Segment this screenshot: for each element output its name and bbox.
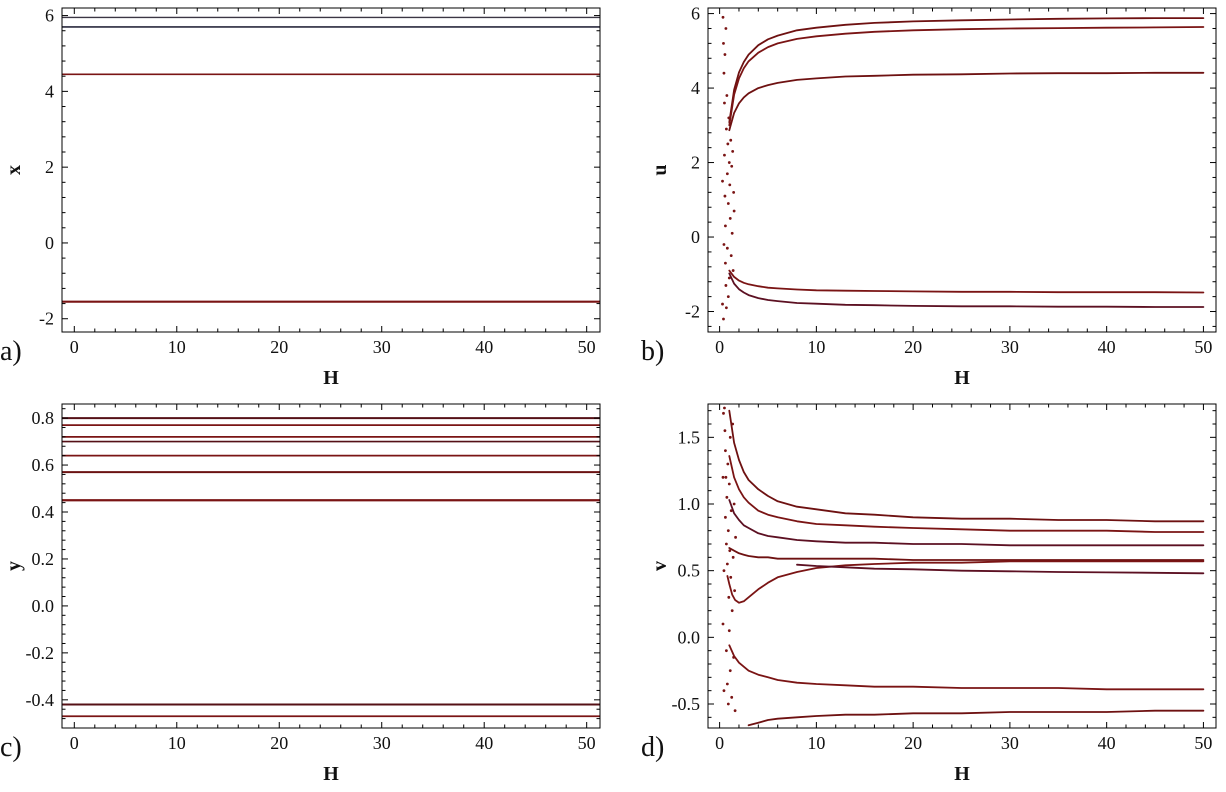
plot-d: 0 10 20 30 40 50 -0.5 0.0 0.5 1.0 1.5 Hv	[649, 403, 1217, 785]
svg-text:10: 10	[168, 337, 186, 357]
svg-text:1.5: 1.5	[678, 427, 701, 447]
panel-letter-c: c)	[0, 732, 22, 763]
svg-text:40: 40	[475, 337, 493, 357]
svg-text:6: 6	[691, 4, 700, 24]
svg-text:0.8: 0.8	[32, 408, 55, 428]
svg-text:0: 0	[715, 337, 724, 357]
svg-text:-0.4: -0.4	[26, 690, 55, 710]
svg-text:30: 30	[373, 337, 391, 357]
svg-text:40: 40	[1098, 337, 1116, 357]
svg-text:-0.5: -0.5	[672, 694, 701, 714]
svg-text:H: H	[323, 367, 339, 389]
svg-text:0.2: 0.2	[32, 549, 55, 569]
svg-text:H: H	[954, 763, 970, 785]
svg-text:y: y	[3, 561, 25, 571]
svg-text:0: 0	[691, 227, 700, 247]
svg-text:20: 20	[904, 733, 922, 753]
svg-text:v: v	[649, 561, 671, 571]
svg-text:10: 10	[168, 733, 186, 753]
svg-text:2: 2	[45, 157, 54, 177]
svg-text:0: 0	[45, 233, 54, 253]
svg-text:4: 4	[691, 78, 700, 98]
svg-text:u: u	[649, 164, 671, 175]
svg-text:4: 4	[45, 81, 54, 101]
svg-text:x: x	[3, 165, 25, 175]
panel-letter-b: b)	[641, 336, 665, 367]
svg-text:-2: -2	[685, 302, 700, 322]
svg-text:10: 10	[807, 733, 825, 753]
svg-text:20: 20	[270, 733, 288, 753]
plot-a: 0 10 20 30 40 50 -2 0 2 4 6 Hx	[3, 6, 601, 389]
svg-text:H: H	[323, 763, 339, 785]
svg-text:0.6: 0.6	[32, 455, 55, 475]
svg-text:0: 0	[70, 733, 79, 753]
svg-text:40: 40	[1098, 733, 1116, 753]
panel-letter-a: a)	[0, 336, 22, 367]
svg-text:0.4: 0.4	[32, 502, 55, 522]
svg-text:50: 50	[578, 337, 596, 357]
svg-text:6: 6	[45, 6, 54, 26]
svg-text:50: 50	[578, 733, 596, 753]
svg-text:-2: -2	[39, 309, 54, 329]
svg-text:50: 50	[1194, 337, 1212, 357]
svg-text:30: 30	[373, 733, 391, 753]
svg-text:0: 0	[70, 337, 79, 357]
svg-text:H: H	[954, 367, 970, 389]
svg-text:0: 0	[715, 733, 724, 753]
svg-text:20: 20	[270, 337, 288, 357]
svg-text:30: 30	[1001, 337, 1019, 357]
svg-text:1.0: 1.0	[678, 494, 701, 514]
plot-b: 0 10 20 30 40 50 -2 0 2 4 6 Hu	[649, 4, 1217, 389]
svg-text:2: 2	[691, 153, 700, 173]
svg-text:20: 20	[904, 337, 922, 357]
svg-text:30: 30	[1001, 733, 1019, 753]
svg-text:40: 40	[475, 733, 493, 753]
plot-c: 0 10 20 30 40 50 -0.4 -0.2 0.0 0.2 0.4 0.6 0.8 Hy	[3, 403, 601, 785]
svg-text:-0.2: -0.2	[26, 643, 55, 663]
panel-letter-d: d)	[641, 732, 665, 763]
svg-text:10: 10	[807, 337, 825, 357]
svg-text:0.0: 0.0	[678, 627, 701, 647]
svg-text:0.0: 0.0	[32, 596, 55, 616]
svg-text:0.5: 0.5	[678, 561, 701, 581]
svg-text:50: 50	[1194, 733, 1212, 753]
